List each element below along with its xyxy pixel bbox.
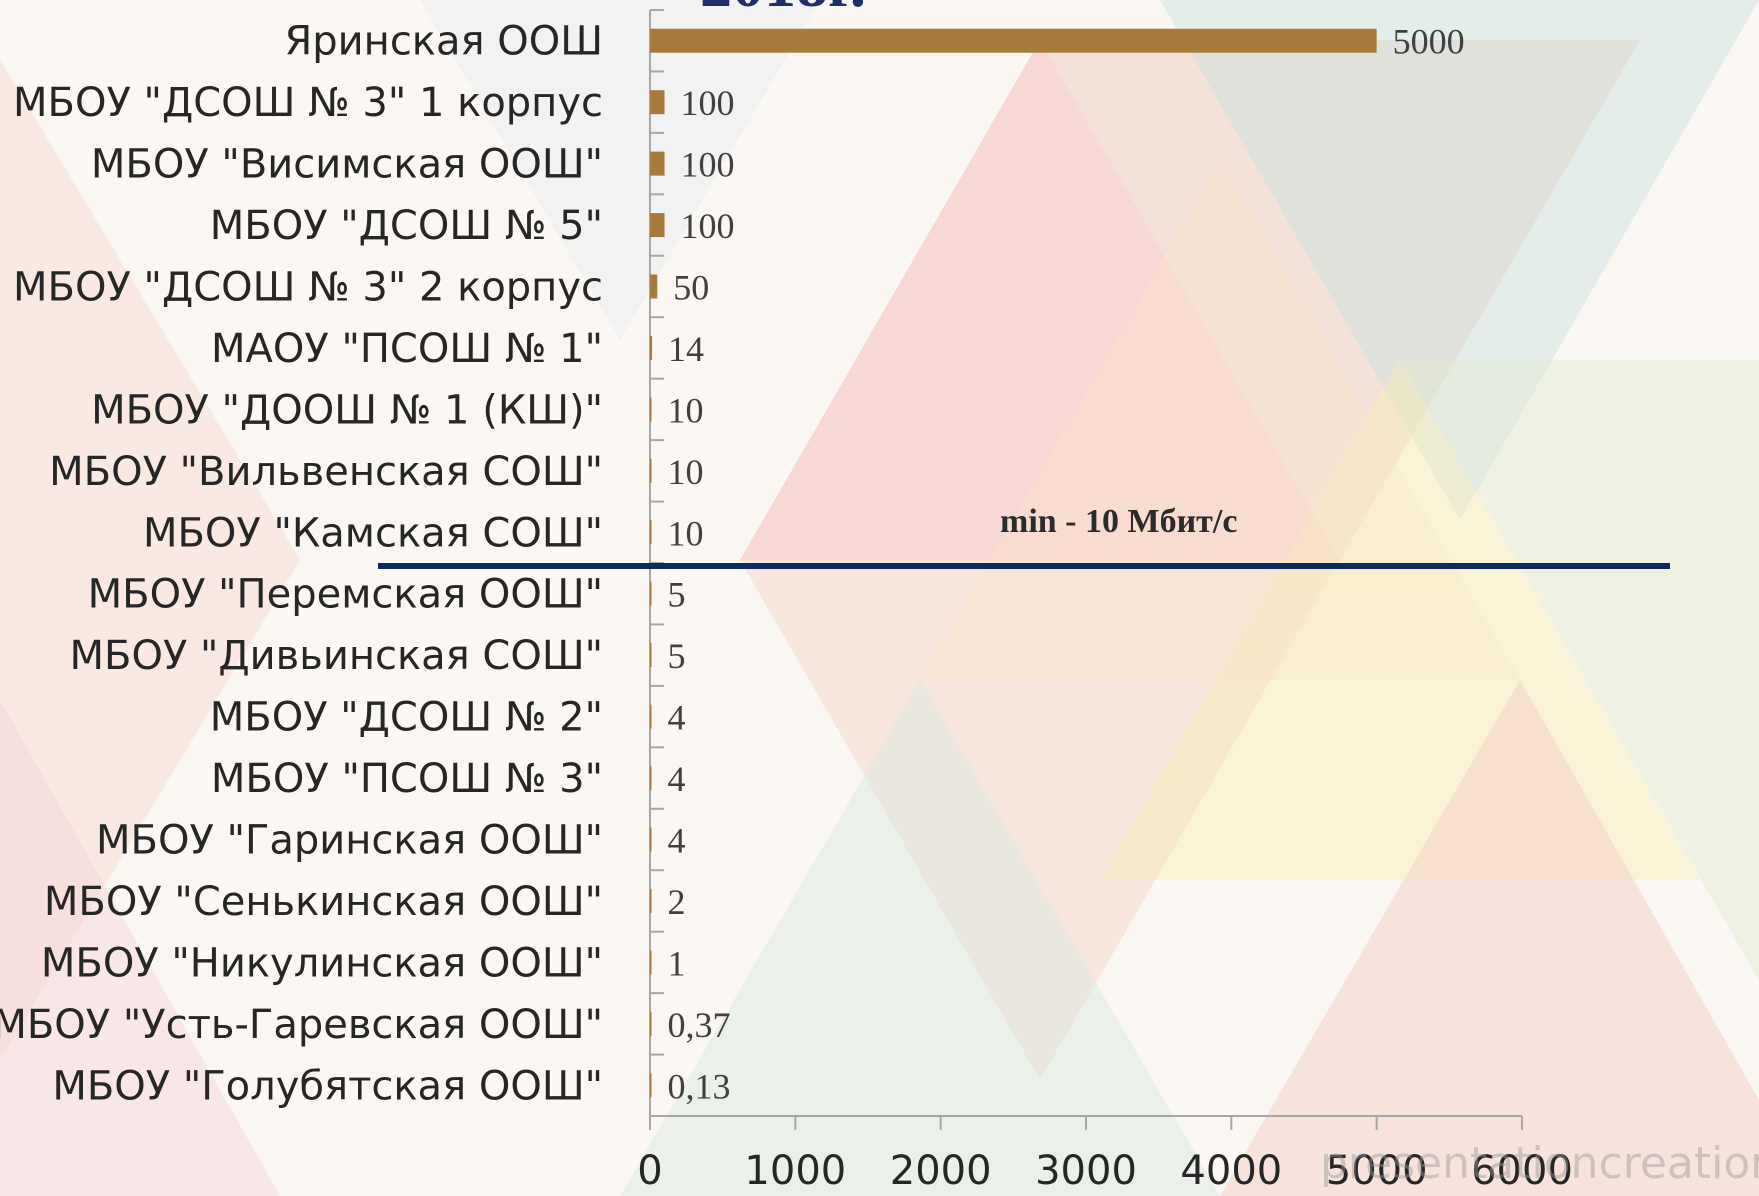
category-label: МБОУ "Усть-Гаревская ООШ" bbox=[0, 1002, 603, 1048]
bar bbox=[650, 581, 652, 606]
bar bbox=[650, 1011, 652, 1036]
bar bbox=[650, 274, 658, 299]
bar bbox=[650, 1073, 652, 1098]
x-tick-label: 4000 bbox=[1180, 1148, 1282, 1194]
value-label: 4 bbox=[668, 759, 686, 799]
value-label: 0,13 bbox=[668, 1066, 731, 1106]
category-label: МАОУ "ПСОШ № 1" bbox=[211, 326, 603, 372]
x-axis-ticks: 0 1000 2000 3000 4000 5000 6000 bbox=[637, 1116, 1573, 1194]
value-label: 100 bbox=[681, 206, 735, 246]
value-label: 4 bbox=[668, 821, 686, 861]
value-label: 5 bbox=[668, 636, 686, 676]
category-label: МБОУ "ДСОШ № 3" 2 корпус bbox=[13, 265, 603, 311]
bar bbox=[650, 213, 665, 238]
value-label: 50 bbox=[673, 268, 709, 308]
bar bbox=[650, 827, 652, 852]
category-label: МБОУ "Камская СОШ" bbox=[143, 510, 603, 556]
category-label: МБОУ "Голубятская ООШ" bbox=[52, 1063, 603, 1109]
bar bbox=[650, 28, 1377, 53]
value-label: 10 bbox=[668, 513, 704, 553]
category-label: МБОУ "Гаринская ООШ" bbox=[96, 818, 603, 864]
value-label: 4 bbox=[668, 698, 686, 738]
category-label: МБОУ "ПСОШ № 3" bbox=[211, 756, 603, 802]
bar bbox=[650, 458, 652, 483]
category-label: МБОУ "Никулинская ООШ" bbox=[41, 940, 603, 986]
bar bbox=[650, 520, 652, 545]
chart-bars bbox=[650, 28, 1377, 1098]
bar bbox=[650, 643, 652, 668]
category-label: МБОУ "Дивьинская СОШ" bbox=[70, 633, 604, 679]
category-label: МБОУ "Вильвенская СОШ" bbox=[49, 449, 603, 495]
watermark: presentationcreation.ru bbox=[1320, 1138, 1759, 1189]
bar bbox=[650, 151, 665, 176]
category-label: МБОУ "Висимская ООШ" bbox=[91, 142, 603, 188]
value-label: 1 bbox=[668, 943, 686, 983]
bar bbox=[650, 90, 665, 115]
value-label: 10 bbox=[668, 390, 704, 430]
category-label: МБОУ "ДООШ № 1 (КШ)" bbox=[91, 387, 603, 433]
bar bbox=[650, 766, 652, 791]
bar bbox=[650, 950, 652, 975]
category-label: МБОУ "ДСОШ № 2" bbox=[210, 695, 603, 741]
value-label: 5 bbox=[668, 575, 686, 615]
x-tick-label: 5000 bbox=[1326, 1148, 1428, 1194]
bar bbox=[650, 888, 652, 913]
x-tick-label: 0 bbox=[637, 1148, 662, 1194]
value-label: 5000 bbox=[1393, 22, 1465, 62]
x-tick-label: 6000 bbox=[1471, 1148, 1573, 1194]
value-label: 2 bbox=[668, 882, 686, 922]
category-label: МБОУ "Перемская ООШ" bbox=[88, 572, 603, 618]
category-label: МБОУ "ДСОШ № 5" bbox=[210, 203, 603, 249]
value-labels: 5000 100 100 100 50 14 10 10 10 5 5 4 4 4 2 1 0,37 0,13 bbox=[668, 22, 1465, 1107]
x-tick-label: 1000 bbox=[744, 1148, 846, 1194]
x-tick-label: 3000 bbox=[1035, 1148, 1137, 1194]
bar bbox=[650, 397, 652, 422]
value-label: 100 bbox=[681, 83, 735, 123]
header-title: 2018г. bbox=[700, 0, 866, 22]
value-label: 14 bbox=[668, 329, 704, 369]
category-label: Яринская ООШ bbox=[284, 19, 603, 65]
value-label: 100 bbox=[681, 145, 735, 185]
category-label: МБОУ "Сенькинская ООШ" bbox=[44, 879, 603, 925]
category-label: МБОУ "ДСОШ № 3" 1 корпус bbox=[13, 80, 603, 126]
bar bbox=[650, 335, 653, 360]
category-labels: Яринская ООШ МБОУ "ДСОШ № 3" 1 корпус МБОУ… bbox=[0, 19, 603, 1110]
x-tick-label: 2000 bbox=[890, 1148, 992, 1194]
bar bbox=[650, 704, 652, 729]
value-label: 10 bbox=[668, 452, 704, 492]
value-label: 0,37 bbox=[668, 1005, 731, 1045]
min-threshold-label: min - 10 Мбит/с bbox=[1000, 503, 1238, 540]
